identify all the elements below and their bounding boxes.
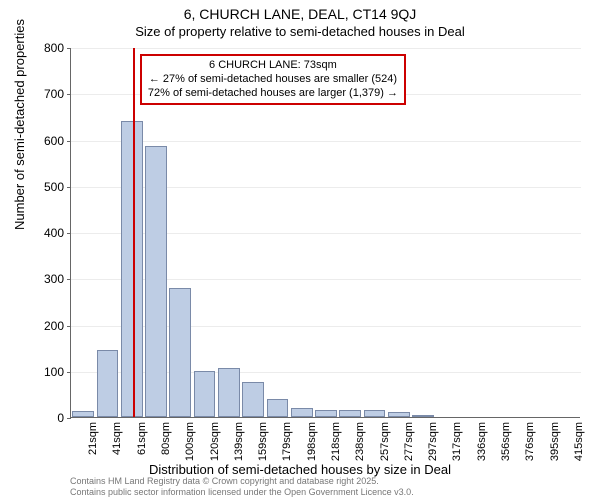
histogram-bar xyxy=(291,408,313,417)
histogram-bar xyxy=(72,411,94,417)
xtick-label: 80sqm xyxy=(160,422,172,455)
histogram-bar xyxy=(97,350,119,417)
histogram-bar xyxy=(339,410,361,417)
xtick-label: 120sqm xyxy=(209,422,221,461)
callout-line: 6 CHURCH LANE: 73sqm xyxy=(148,59,398,73)
ytick-label: 500 xyxy=(24,180,64,194)
histogram-bar xyxy=(267,399,289,418)
xtick-label: 179sqm xyxy=(281,422,293,461)
xtick-label: 395sqm xyxy=(549,422,561,461)
chart-area: 010020030040050060070080021sqm41sqm61sqm… xyxy=(70,48,580,418)
histogram-bar xyxy=(218,368,240,417)
xtick-label: 297sqm xyxy=(427,422,439,461)
histogram-bar xyxy=(388,412,410,417)
marker-line xyxy=(133,48,135,417)
callout-line: 72% of semi-detached houses are larger (… xyxy=(148,87,398,101)
gridline xyxy=(71,48,581,49)
ytick xyxy=(67,141,71,142)
chart-title-sub: Size of property relative to semi-detach… xyxy=(0,22,600,39)
xtick-label: 317sqm xyxy=(451,422,463,461)
histogram-bar xyxy=(412,415,434,417)
ytick-label: 200 xyxy=(24,319,64,333)
attribution-line-1: Contains HM Land Registry data © Crown c… xyxy=(70,476,414,487)
histogram-bar xyxy=(242,382,264,417)
chart-title-main: 6, CHURCH LANE, DEAL, CT14 9QJ xyxy=(0,0,600,22)
ytick xyxy=(67,372,71,373)
ytick xyxy=(67,279,71,280)
histogram-bar xyxy=(194,371,216,417)
xtick-label: 21sqm xyxy=(87,422,99,455)
xtick-label: 277sqm xyxy=(403,422,415,461)
ytick xyxy=(67,48,71,49)
attribution-text: Contains HM Land Registry data © Crown c… xyxy=(70,476,414,498)
ytick xyxy=(67,233,71,234)
ytick xyxy=(67,94,71,95)
ytick-label: 400 xyxy=(24,226,64,240)
xtick-label: 415sqm xyxy=(573,422,585,461)
xtick-label: 257sqm xyxy=(379,422,391,461)
ytick xyxy=(67,326,71,327)
xtick-label: 336sqm xyxy=(476,422,488,461)
ytick xyxy=(67,187,71,188)
histogram-bar xyxy=(121,121,143,417)
ytick xyxy=(67,418,71,419)
xtick-label: 376sqm xyxy=(524,422,536,461)
histogram-bar xyxy=(315,410,337,417)
histogram-bar xyxy=(169,288,191,418)
histogram-bar xyxy=(364,410,386,417)
xtick-label: 198sqm xyxy=(306,422,318,461)
marker-callout: 6 CHURCH LANE: 73sqm← 27% of semi-detach… xyxy=(140,54,406,105)
plot-region: 010020030040050060070080021sqm41sqm61sqm… xyxy=(70,48,580,418)
xaxis-title: Distribution of semi-detached houses by … xyxy=(0,462,600,477)
xtick-label: 139sqm xyxy=(233,422,245,461)
xtick-label: 61sqm xyxy=(136,422,148,455)
ytick-label: 300 xyxy=(24,272,64,286)
xtick-label: 238sqm xyxy=(354,422,366,461)
ytick-label: 600 xyxy=(24,134,64,148)
xtick-label: 100sqm xyxy=(184,422,196,461)
xtick-label: 41sqm xyxy=(111,422,123,455)
ytick-label: 100 xyxy=(24,365,64,379)
ytick-label: 0 xyxy=(24,411,64,425)
xtick-label: 159sqm xyxy=(257,422,269,461)
attribution-line-2: Contains public sector information licen… xyxy=(70,487,414,498)
ytick-label: 800 xyxy=(24,41,64,55)
gridline xyxy=(71,141,581,142)
xtick-label: 356sqm xyxy=(500,422,512,461)
callout-line: ← 27% of semi-detached houses are smalle… xyxy=(148,73,398,87)
chart-container: 6, CHURCH LANE, DEAL, CT14 9QJ Size of p… xyxy=(0,0,600,500)
ytick-label: 700 xyxy=(24,87,64,101)
xtick-label: 218sqm xyxy=(330,422,342,461)
histogram-bar xyxy=(145,146,167,417)
